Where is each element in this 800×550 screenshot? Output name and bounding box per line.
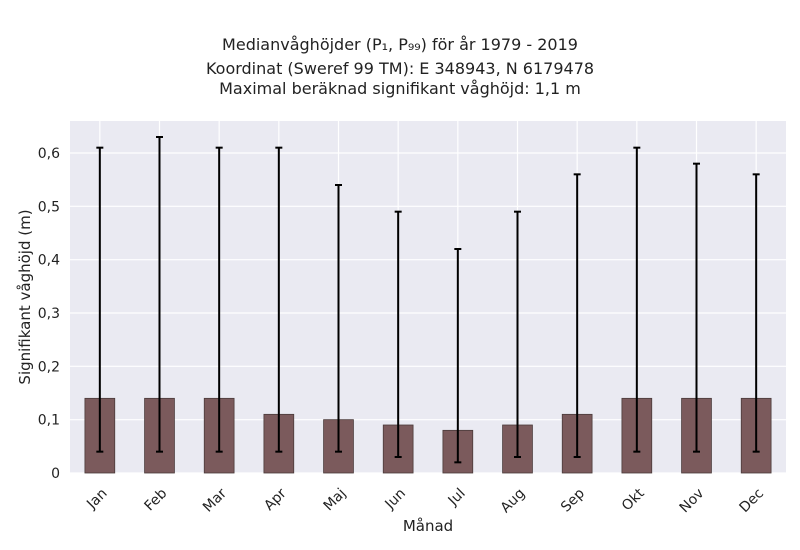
y-tick-label: 0,1 <box>38 413 60 429</box>
y-tick-label: 0,6 <box>38 146 60 162</box>
x-tick-label: Sep <box>558 485 588 515</box>
chart-title-line-1: Medianvåghöjder (P₁, P₉₉) för år 1979 - … <box>222 35 578 54</box>
x-tick-label: Jun <box>382 486 409 513</box>
y-tick-label: 0 <box>51 466 60 482</box>
y-tick-label: 0,3 <box>38 306 60 322</box>
plot-area <box>70 121 786 473</box>
chart-title-line-2: Koordinat (Sweref 99 TM): E 348943, N 61… <box>205 59 595 78</box>
y-tick-label: 0,2 <box>38 359 60 375</box>
x-tick-label: Maj <box>321 486 350 515</box>
x-tick-label: Dec <box>737 486 767 516</box>
y-tick-label: 0,4 <box>38 253 60 269</box>
y-tick-label: 0,5 <box>38 199 60 215</box>
x-tick-label: Feb <box>141 485 170 514</box>
chart-title-line-3: Maximal beräknad signifikant våghöjd: 1,… <box>219 79 581 98</box>
x-tick-label: Jul <box>445 486 469 510</box>
x-tick-label: Jan <box>83 486 110 513</box>
x-tick-label: Aug <box>498 486 529 517</box>
x-tick-label: Nov <box>677 486 708 517</box>
x-tick-label: Apr <box>261 485 290 514</box>
y-axis-label: Signifikant våghöjd (m) <box>16 209 34 384</box>
x-tick-label: Mar <box>200 485 230 515</box>
x-tick-label: Okt <box>619 485 648 514</box>
x-axis-label: Månad <box>403 517 453 535</box>
